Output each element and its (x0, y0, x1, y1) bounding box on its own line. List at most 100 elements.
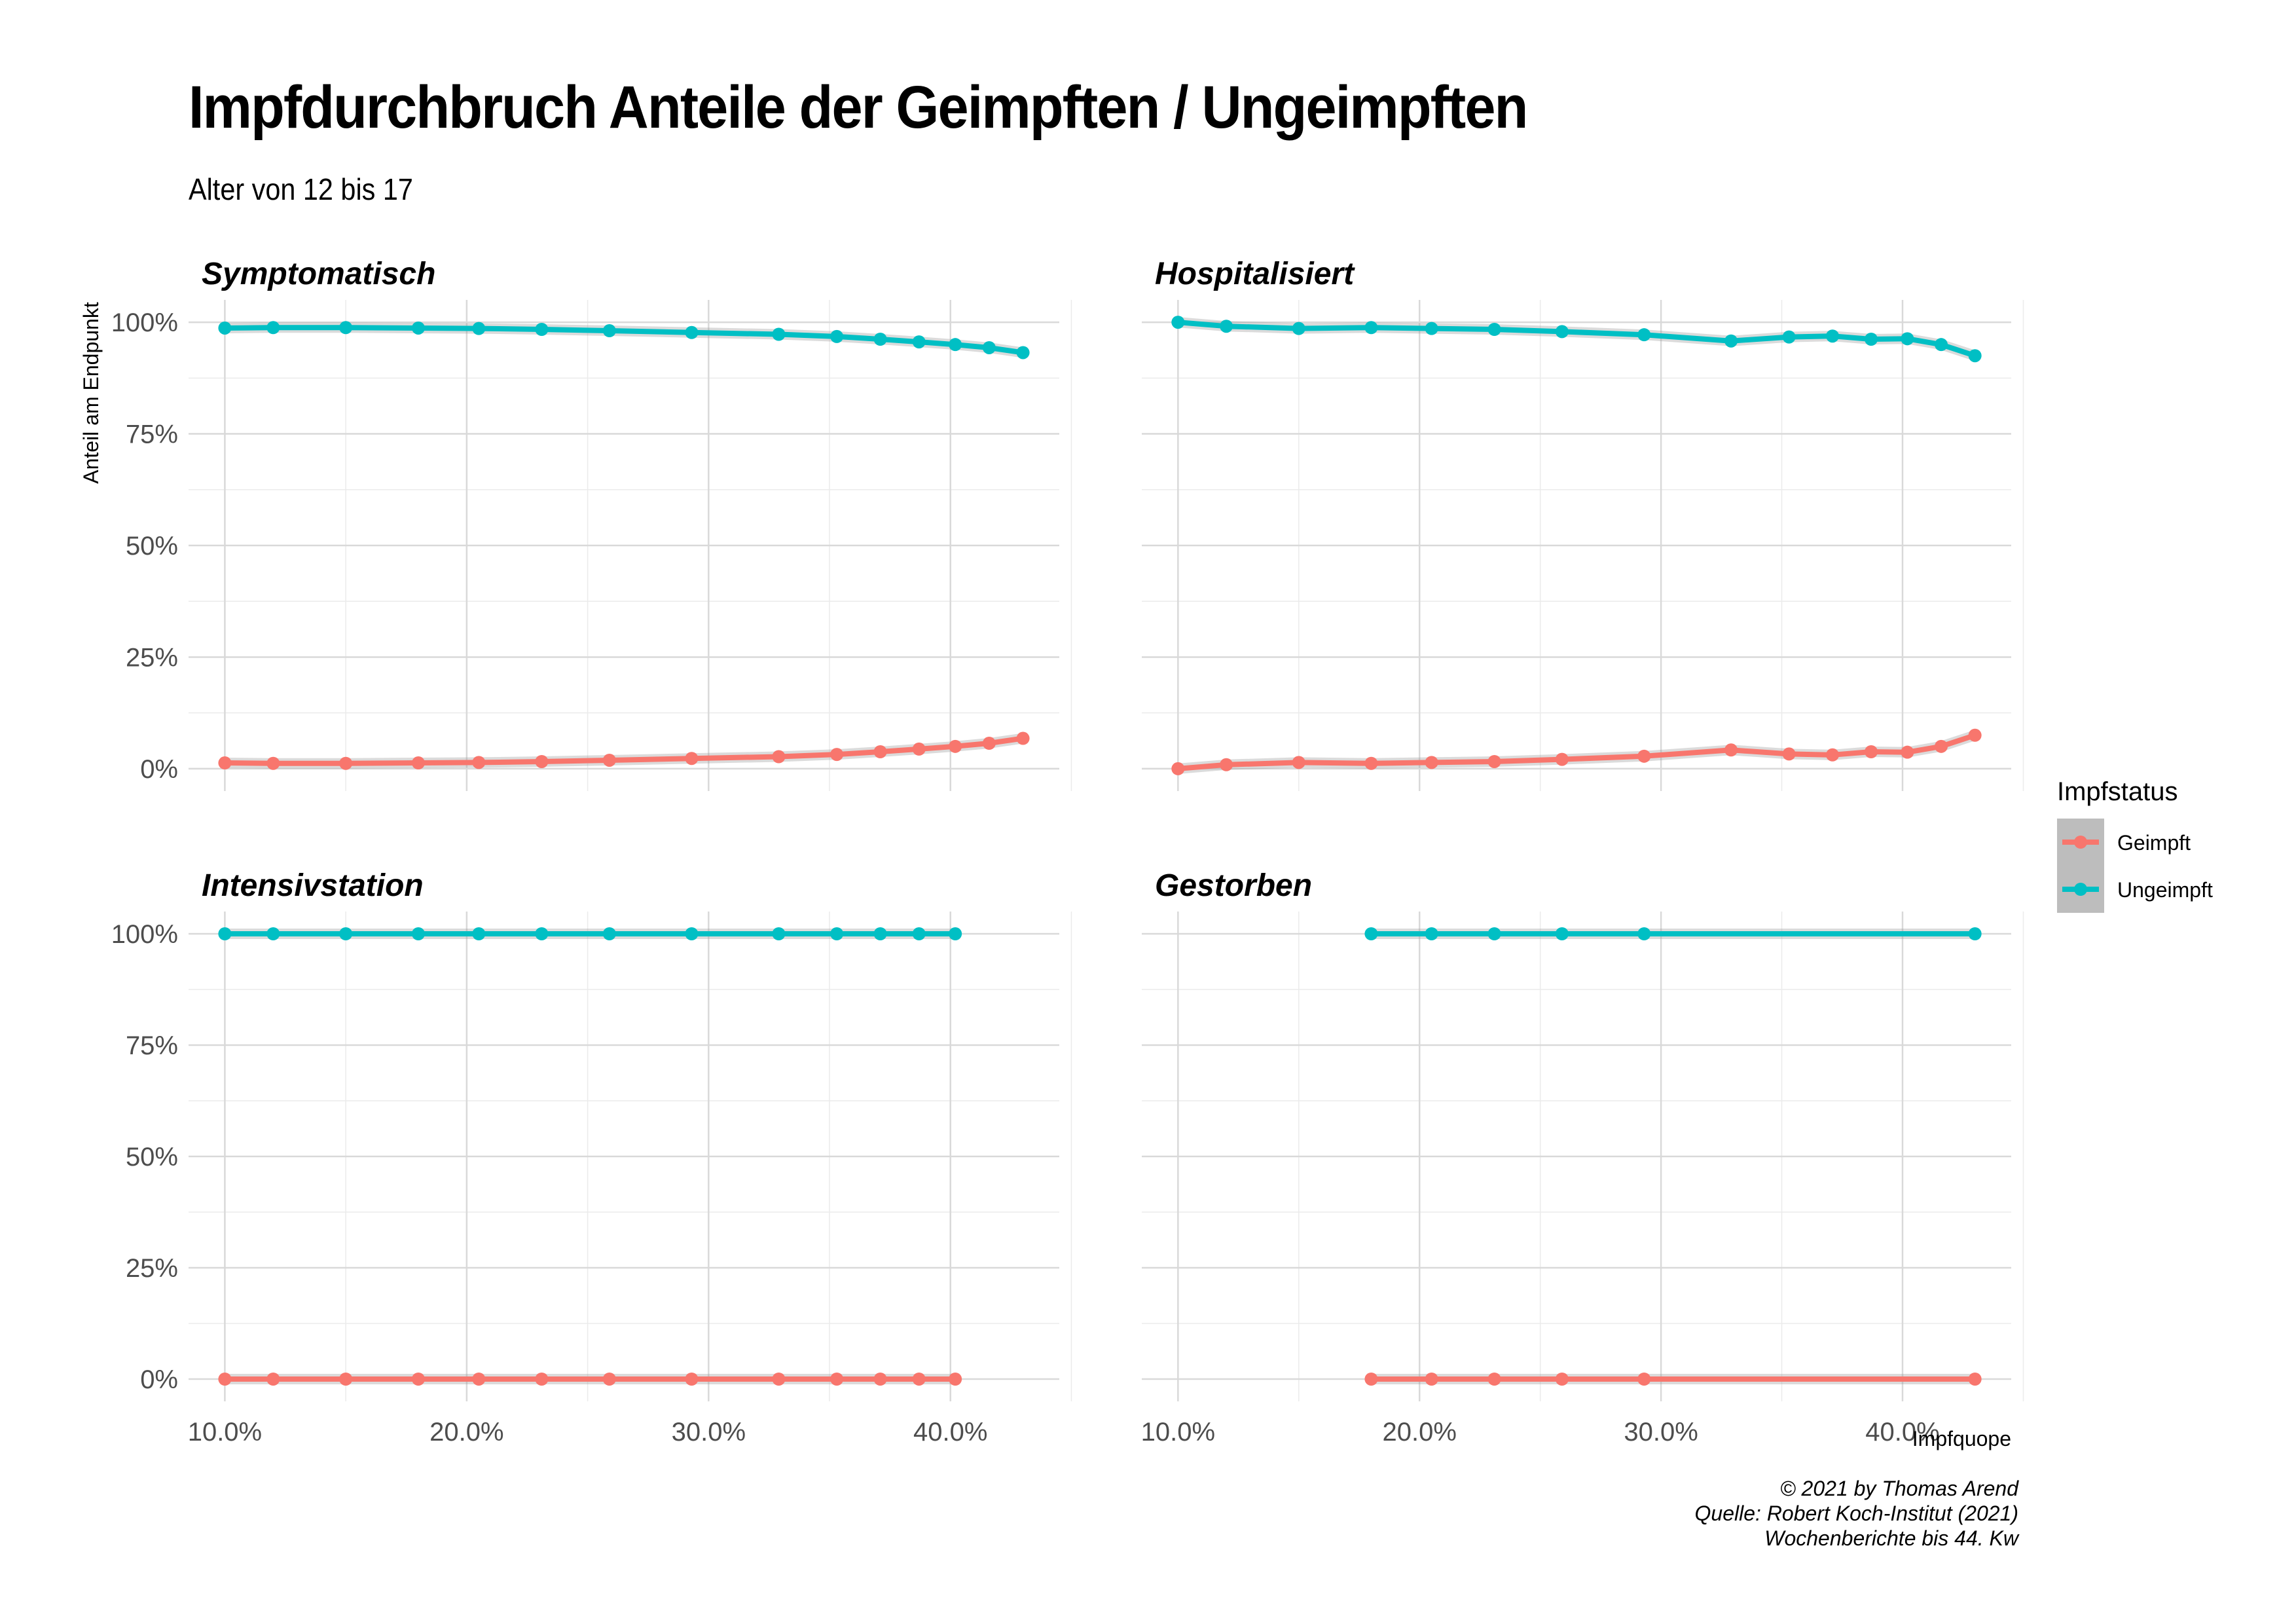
data-point-geimpft (602, 1373, 616, 1386)
data-point-geimpft (266, 1373, 280, 1386)
data-point-geimpft (912, 1373, 926, 1386)
data-point-geimpft (535, 1373, 549, 1386)
data-point-ungeimpft (1555, 927, 1569, 940)
data-point-geimpft (1425, 1373, 1438, 1386)
data-point-geimpft (266, 756, 280, 770)
data-point-geimpft (1637, 1373, 1651, 1386)
data-point-ungeimpft (535, 927, 549, 940)
panel-title-hospitalisiert: Hospitalisiert (1155, 257, 1355, 291)
data-point-geimpft (1935, 739, 1948, 753)
data-point-geimpft (1016, 731, 1030, 745)
data-point-geimpft (830, 748, 844, 762)
data-point-ungeimpft (411, 927, 425, 940)
data-point-ungeimpft (685, 927, 699, 940)
data-point-ungeimpft (772, 327, 786, 341)
data-point-geimpft (411, 1373, 425, 1386)
data-point-geimpft (772, 1373, 786, 1386)
data-point-geimpft (339, 756, 353, 770)
caption-line-source: Quelle: Robert Koch-Institut (2021) (1694, 1502, 2018, 1525)
data-point-geimpft (1425, 756, 1438, 769)
legend-title: Impfstatus (2057, 777, 2178, 806)
y-tick-label: 75% (126, 1031, 178, 1060)
x-tick-label: 30.0% (672, 1418, 746, 1447)
data-point-ungeimpft (830, 329, 844, 343)
data-point-ungeimpft (685, 325, 699, 339)
chart-title: Impfdurchbruch Anteile der Geimpften / U… (189, 74, 1528, 141)
x-tick-label: 10.0% (188, 1418, 262, 1447)
data-point-geimpft (685, 752, 699, 766)
y-tick-label: 50% (126, 532, 178, 561)
data-point-geimpft (912, 742, 926, 756)
legend-key-point-ungeimpft (2074, 883, 2087, 896)
legend-entry-ungeimpft: Ungeimpft (2057, 866, 2213, 913)
y-tick-label: 0% (140, 1365, 178, 1394)
data-point-geimpft (685, 1373, 699, 1386)
data-point-ungeimpft (1935, 338, 1948, 352)
data-point-geimpft (339, 1373, 353, 1386)
data-point-geimpft (1487, 1373, 1501, 1386)
data-point-geimpft (873, 1373, 887, 1386)
panel-title-intensivstation: Intensivstation (202, 868, 424, 903)
legend-label-ungeimpft: Ungeimpft (2117, 878, 2213, 902)
data-point-ungeimpft (411, 321, 425, 335)
data-point-ungeimpft (472, 322, 486, 335)
data-point-ungeimpft (339, 321, 353, 335)
legend-label-geimpft: Geimpft (2117, 831, 2191, 855)
data-point-ungeimpft (1220, 320, 1233, 333)
y-axis-title: Anteil am Endpunkt (79, 302, 103, 484)
data-point-geimpft (472, 756, 486, 769)
y-tick-label: 100% (111, 308, 178, 337)
data-point-ungeimpft (982, 341, 996, 354)
data-point-geimpft (1637, 749, 1651, 763)
data-point-ungeimpft (830, 927, 844, 940)
data-point-geimpft (1826, 748, 1840, 762)
data-point-ungeimpft (1425, 322, 1438, 335)
x-tick-label: 40.0% (1865, 1418, 1939, 1447)
data-point-ungeimpft (1826, 329, 1840, 343)
data-point-ungeimpft (949, 927, 962, 940)
x-tick-label: 30.0% (1624, 1418, 1698, 1447)
data-point-ungeimpft (1171, 316, 1185, 329)
panel-gestorben: Gestorben 10.0% 20.0% 30.0% 40.0% (1141, 868, 2024, 1447)
data-point-geimpft (1364, 756, 1378, 770)
y-tick-label: 75% (126, 420, 178, 449)
y-tick-label: 50% (126, 1143, 178, 1172)
data-point-ungeimpft (1968, 349, 1982, 363)
caption-line-reports: Wochenberichte bis 44. Kw (1764, 1526, 2018, 1550)
data-point-ungeimpft (1487, 927, 1501, 940)
data-point-ungeimpft (1425, 927, 1438, 940)
data-point-geimpft (1968, 1373, 1982, 1386)
data-point-ungeimpft (873, 333, 887, 346)
data-point-ungeimpft (1901, 332, 1914, 346)
data-point-geimpft (535, 755, 549, 768)
data-point-geimpft (1292, 756, 1305, 769)
data-point-geimpft (1724, 743, 1738, 757)
data-point-geimpft (1364, 1373, 1378, 1386)
panel-symptomatisch: Symptomatisch 0% 25% 50% 75% 100% (111, 257, 1072, 791)
data-point-ungeimpft (873, 927, 887, 940)
data-point-ungeimpft (339, 927, 353, 940)
y-tick-label: 0% (140, 755, 178, 784)
x-axis-title: Impfquope (1912, 1427, 2011, 1450)
data-point-geimpft (1555, 752, 1569, 766)
data-point-ungeimpft (1016, 346, 1030, 360)
data-point-geimpft (1782, 747, 1796, 761)
panel-intensivstation: Intensivstation 0% 25% 50% 75% 100% 10.0% 20.0%… (111, 868, 1072, 1447)
data-point-geimpft (873, 745, 887, 758)
data-point-geimpft (411, 756, 425, 770)
data-point-ungeimpft (772, 927, 786, 940)
legend-key-point-geimpft (2074, 836, 2087, 849)
x-tick-label: 10.0% (1141, 1418, 1215, 1447)
data-point-geimpft (772, 750, 786, 764)
data-point-ungeimpft (1292, 322, 1305, 335)
data-point-ungeimpft (1487, 323, 1501, 336)
data-point-ungeimpft (912, 927, 926, 940)
data-point-ungeimpft (602, 324, 616, 338)
data-point-ungeimpft (218, 927, 232, 940)
data-point-ungeimpft (912, 335, 926, 349)
data-point-ungeimpft (1865, 333, 1878, 346)
data-point-ungeimpft (1782, 330, 1796, 344)
data-point-geimpft (472, 1373, 486, 1386)
panel-hospitalisiert: Hospitalisiert (1142, 257, 2024, 791)
